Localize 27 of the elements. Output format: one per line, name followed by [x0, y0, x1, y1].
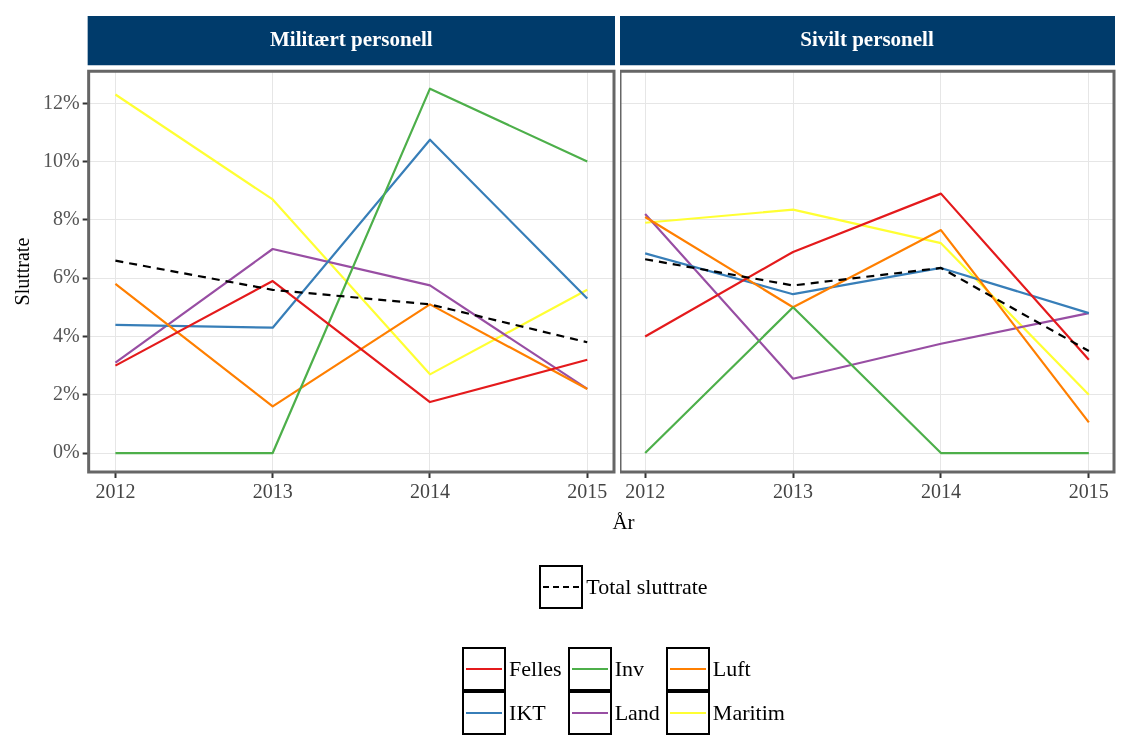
x-tick-label: 2012: [95, 480, 136, 503]
y-tick-label: 6%: [52, 265, 80, 288]
y-tick-label: 12%: [42, 90, 80, 113]
legend-label: Luft: [712, 656, 751, 682]
line-series: [114, 259, 589, 344]
x-axis-title: År: [611, 510, 636, 535]
chart-title: Sivilt personell: [800, 27, 934, 52]
x-tick-label: 2015: [567, 480, 608, 503]
y-tick-label: 10%: [42, 148, 80, 171]
x-tick-label: 2014: [920, 480, 961, 503]
legend-label: Maritim: [712, 700, 785, 726]
legend-label: Total sluttrate: [586, 574, 708, 600]
legend-label: Land: [614, 700, 660, 726]
x-tick-label: 2013: [252, 480, 293, 503]
y-tick-label: 0%: [52, 440, 80, 463]
x-tick-label: 2015: [1068, 480, 1109, 503]
x-tick-label: 2013: [773, 480, 814, 503]
y-tick-label: 4%: [52, 323, 80, 346]
legend-label: Inv: [614, 656, 644, 682]
chart-title: Militært personell: [269, 27, 433, 52]
x-tick-label: 2014: [409, 480, 450, 503]
y-axis-title: Sluttrate: [11, 237, 34, 306]
y-tick-label: 8%: [52, 207, 80, 230]
legend-label: IKT: [509, 700, 546, 726]
x-tick-label: 2012: [625, 480, 666, 503]
legend-label: Felles: [509, 656, 562, 682]
y-tick-label: 2%: [52, 382, 80, 404]
